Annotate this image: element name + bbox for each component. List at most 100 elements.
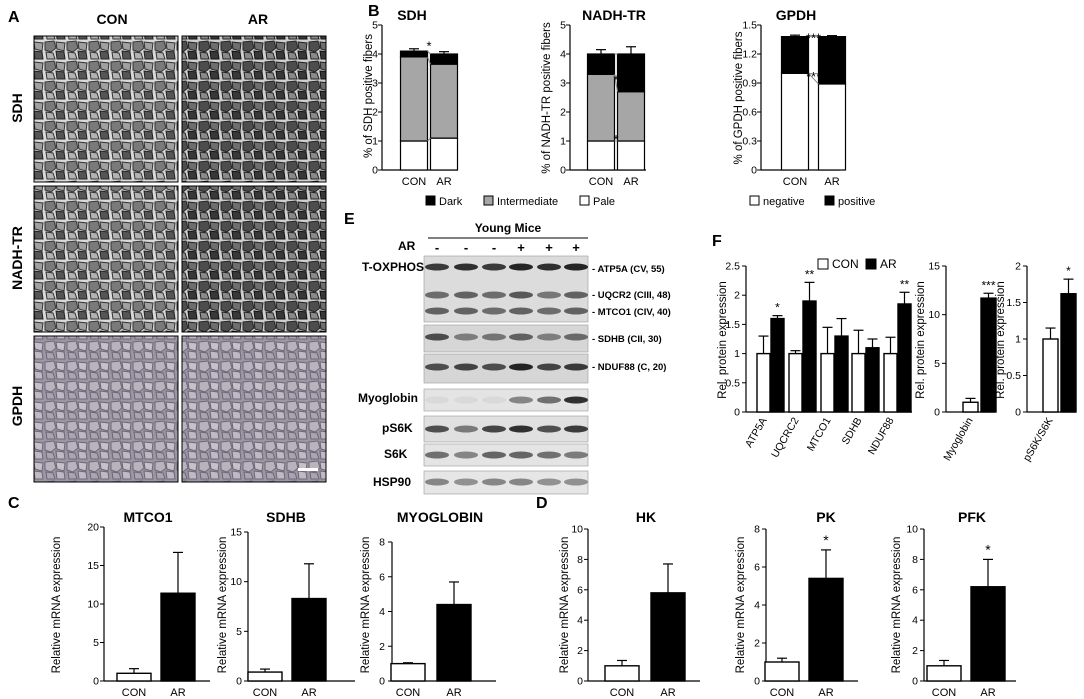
row-label-nadh: NADH-TR xyxy=(9,226,25,290)
micrograph-nadh-con xyxy=(33,185,179,333)
lane-sign: + xyxy=(517,240,525,255)
x-tick-label: CON xyxy=(122,687,147,699)
chart-c-myoglobin: MYOGLOBIN Relative mRNA expression 0 2 4 6 8 CO… xyxy=(360,509,496,699)
blot-band xyxy=(537,478,561,486)
x-tick-label: CON xyxy=(402,176,427,188)
y-tick-label: 6 xyxy=(912,584,918,596)
y-tick-label: 8 xyxy=(912,554,918,566)
y-tick-label: 3 xyxy=(560,78,566,90)
micrograph-gpdh-ar xyxy=(181,335,327,483)
y-tick-label: 2 xyxy=(372,107,378,119)
y-tick-label: 0 xyxy=(577,676,583,688)
row-label-gpdh: GPDH xyxy=(9,386,25,426)
blot-band xyxy=(482,396,506,404)
bar xyxy=(1042,338,1059,413)
blot-band xyxy=(454,307,478,315)
x-tick-label: AR xyxy=(446,687,461,699)
blot-band xyxy=(425,451,449,459)
x-tick-label: MTCO1 xyxy=(805,415,834,453)
y-tick-label: 8 xyxy=(577,554,583,566)
blot-band xyxy=(454,425,478,433)
band-label-atp5a: - ATP5A (CV, 55) xyxy=(592,264,665,275)
blot-band xyxy=(482,478,506,486)
x-tick-label: UQCRC2 xyxy=(769,415,802,460)
bar-segment xyxy=(616,91,646,142)
x-tick-label: NDUF88 xyxy=(866,415,897,457)
x-tick-label: Myoglobin xyxy=(941,415,975,463)
blot-band xyxy=(509,291,533,299)
connector-line xyxy=(427,137,431,142)
band-label-mtco1: - MTCO1 (CIV, 40) xyxy=(592,307,671,318)
blot-group-label: Young Mice xyxy=(475,221,542,235)
bar-segment xyxy=(399,50,429,58)
blot-band xyxy=(564,363,588,371)
lane-sign: + xyxy=(545,240,553,255)
panel-letter-b: B xyxy=(368,3,380,20)
blot-label-hsp90: HSP90 xyxy=(373,475,411,489)
blot-band xyxy=(564,425,588,433)
chart-title: PK xyxy=(816,509,835,525)
chart-b-nadh: NADH-TR % of NADH-TR positive fibers 0 1 2 3 4… xyxy=(541,7,646,188)
column-label-ar: AR xyxy=(248,11,268,27)
y-tick-label: 0 xyxy=(912,676,918,688)
x-tick-label: AR xyxy=(170,687,185,699)
x-tick-label: AR xyxy=(436,176,451,188)
y-tick-label: 4 xyxy=(577,615,583,627)
x-tick-label: AR xyxy=(818,687,833,699)
chart-b-gpdh: GPDH % of GPDH positive fibers 0 0.3 0.6 0.9 1… xyxy=(733,7,847,188)
bar xyxy=(865,347,880,413)
legend-label-ar: AR xyxy=(880,257,897,271)
blot-band xyxy=(564,333,588,341)
y-tick-label: 0 xyxy=(560,165,566,177)
blot-band xyxy=(482,263,506,271)
lane-sign: - xyxy=(464,240,468,255)
bar xyxy=(291,597,327,682)
connector-line xyxy=(808,72,819,85)
bar-segment xyxy=(817,35,847,85)
significance-mark: * xyxy=(775,301,780,315)
chart-d-pk: PK Relative mRNA expression 0 2 4 6 8 CON AR * xyxy=(735,509,858,699)
significance-mark: *** xyxy=(981,278,995,292)
blot-band xyxy=(509,478,533,486)
blot-band xyxy=(537,451,561,459)
legend-gpdh: negative positive xyxy=(749,195,875,208)
y-tick-label: 1 xyxy=(1015,334,1021,346)
blot-band xyxy=(537,363,561,371)
y-tick-label: 6 xyxy=(577,584,583,596)
micrograph-sdh-con xyxy=(33,35,179,183)
x-tick-label: pS6K/S6K xyxy=(1021,416,1056,464)
blot-ar-label: AR xyxy=(398,239,416,253)
blot-band xyxy=(537,396,561,404)
significance-mark: * xyxy=(613,132,618,147)
y-tick-label: 0.3 xyxy=(742,136,757,148)
bar-segment xyxy=(429,63,459,139)
blot-strip xyxy=(423,353,589,384)
y-axis-label: Relative mRNA expression xyxy=(360,537,372,674)
blot-band xyxy=(482,451,506,459)
bar-segment xyxy=(429,137,459,171)
legend-protein: CON AR xyxy=(817,257,897,271)
y-tick-label: 2 xyxy=(734,290,740,302)
blot-strip xyxy=(423,255,589,323)
chart-title: PFK xyxy=(958,509,986,525)
bar xyxy=(764,661,800,682)
y-tick-label: 15 xyxy=(230,527,242,539)
legend-label-dark: Dark xyxy=(439,196,463,208)
bar xyxy=(436,603,472,682)
y-tick-label: 5 xyxy=(236,626,242,638)
blot-band xyxy=(537,307,561,315)
blot-label-myoglobin: Myoglobin xyxy=(358,391,418,405)
bar xyxy=(116,672,152,682)
western-blot-panel: Young Mice AR - - - + + + T-OXPHOS Myoglobin … xyxy=(358,221,671,495)
column-label-con: CON xyxy=(96,11,127,27)
chart-b-sdh: SDH % of SDH positive fibers 0 1 2 3 4 5 CON AR * xyxy=(363,7,459,188)
legend-swatch-con xyxy=(817,258,829,270)
y-tick-label: 2 xyxy=(912,645,918,657)
bar xyxy=(980,297,997,413)
bar-segment xyxy=(817,83,847,171)
blot-band xyxy=(537,425,561,433)
y-axis-label: % of SDH positive fibers xyxy=(363,34,375,158)
y-tick-label: 0.5 xyxy=(1006,370,1021,382)
legend-label-pale: Pale xyxy=(593,196,615,208)
bar xyxy=(834,335,849,413)
